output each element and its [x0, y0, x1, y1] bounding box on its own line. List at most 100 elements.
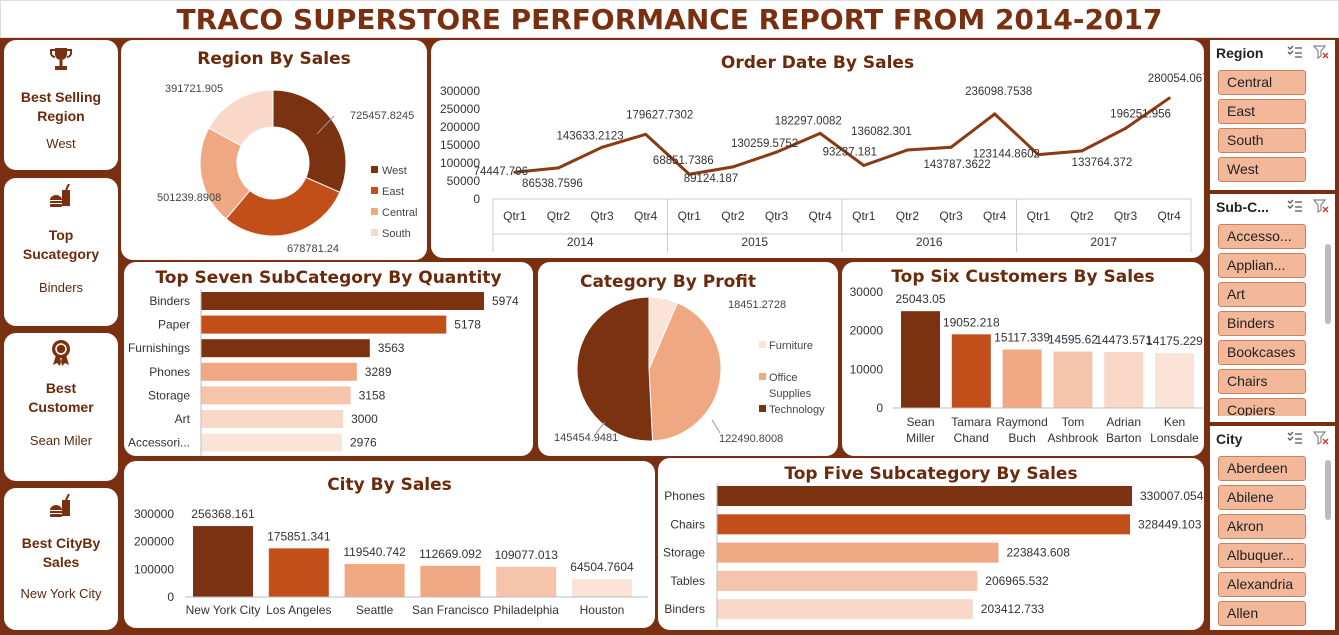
slicer-item[interactable]: Akron [1218, 514, 1306, 539]
data-label: 123144.8602 [973, 149, 1040, 161]
x-tick-label: Qtr2 [1070, 209, 1094, 223]
x-tick-label: Seattle [356, 603, 394, 617]
slicer-item[interactable]: Art [1218, 282, 1306, 307]
bar [1002, 349, 1042, 408]
fast-food-icon [50, 494, 70, 517]
x-tick-label: Qtr1 [678, 209, 702, 223]
data-point [818, 131, 822, 135]
y-tick-label: 150000 [440, 138, 480, 152]
bar [201, 315, 447, 334]
y-tick-label: 200000 [134, 535, 174, 549]
x-tick-label: Miller [906, 431, 935, 445]
data-label: 25043.05 [895, 292, 945, 306]
slicer-item[interactable]: Accesso... [1218, 224, 1306, 249]
data-label: 145454.9481 [554, 432, 618, 444]
x-tick-label: Tamara [951, 415, 991, 429]
slicer-item[interactable]: Copiers [1218, 398, 1306, 416]
kpi-top-subcategory: Top Sucategory Binders [4, 178, 118, 326]
bar [717, 514, 1131, 535]
kpi-best-customer: Best Customer Sean Miler [4, 333, 118, 481]
bar [717, 542, 999, 563]
bar [201, 362, 357, 381]
x-tick-label: Qtr1 [852, 209, 876, 223]
x-tick-label: Qtr1 [503, 209, 527, 223]
clear-filter-icon[interactable] [1313, 431, 1329, 445]
slicer-item[interactable]: East [1218, 99, 1306, 124]
slicer-item[interactable]: Binders [1218, 311, 1306, 336]
category-profit-pie-chart: 18451.2728 122490.8008 145454.9481 Furnitur… [554, 296, 825, 445]
slicer-header: Sub-C... [1210, 194, 1335, 220]
multi-select-icon[interactable] [1287, 45, 1303, 59]
slicer-item[interactable]: Allen [1218, 601, 1306, 626]
bar [951, 334, 991, 408]
region-slicer: Region Central East South West [1210, 40, 1335, 190]
bar [344, 563, 405, 597]
x-tick-label: Qtr4 [634, 209, 658, 223]
slicer-scrollbar[interactable] [1325, 244, 1331, 324]
y-tick-label: 100000 [440, 156, 480, 170]
slicer-item[interactable]: West [1218, 157, 1306, 182]
category-label: Phones [149, 365, 190, 379]
data-label: 133764.372 [1072, 157, 1133, 169]
region-by-sales-panel: Region By Sales 725457.8245 678781.24 5012… [121, 40, 427, 260]
year-label: 2016 [916, 235, 943, 249]
subcategory-slicer: Sub-C... Accesso... Applian... Art Binders B… [1210, 194, 1335, 422]
kpi-label: Top Sucategory [22, 227, 100, 262]
clear-filter-icon[interactable] [1313, 199, 1329, 213]
year-label: 2017 [1090, 235, 1117, 249]
kpi-value: New York City [20, 586, 102, 601]
y-tick-label: 30000 [850, 285, 884, 299]
kpi-best-city: Best CityBy Sales New York City [4, 488, 118, 630]
bar [901, 311, 940, 408]
data-point [556, 166, 560, 170]
donut-slice [272, 89, 347, 193]
top-customers-bar-chart: 30000 20000 10000 0 25043.05 Sean Miller 19052.… [850, 285, 1204, 445]
slicer-item[interactable]: Applian... [1218, 253, 1306, 278]
x-tick-label: Qtr3 [765, 209, 789, 223]
data-label: 14595.62 [1048, 333, 1098, 347]
kpi-best-selling-region: Best Selling Region West [4, 40, 118, 170]
category-label: Storage [663, 546, 705, 560]
data-point [1080, 149, 1084, 153]
slicer-item[interactable]: South [1218, 128, 1306, 153]
slicer-item[interactable]: Alexandria [1218, 572, 1306, 597]
x-tick-label: Qtr4 [809, 209, 833, 223]
data-label: 143633.2123 [556, 130, 623, 142]
kpi-label: Best CityBy Sales [21, 535, 101, 570]
data-label: 206965.532 [985, 574, 1049, 588]
legend-swatch [371, 166, 378, 173]
slicer-item[interactable]: Albuquer... [1218, 543, 1306, 568]
subcategory-quantity-panel: Top Seven SubCategory By Quantity Binder… [124, 262, 533, 456]
category-profit-panel: Category By Profit 18451.2728 122490.8008… [538, 262, 838, 456]
legend-label: Technology [769, 404, 825, 416]
multi-select-icon[interactable] [1287, 431, 1303, 445]
slicer-item[interactable]: Chairs [1218, 369, 1306, 394]
data-point [949, 145, 953, 149]
slicer-item[interactable]: Aberdeen [1218, 456, 1306, 481]
data-point [1124, 126, 1128, 130]
slicer-item[interactable]: Central [1218, 70, 1306, 95]
clear-filter-icon[interactable] [1313, 45, 1329, 59]
slicer-item[interactable]: Abilene [1218, 485, 1306, 510]
y-tick-label: 100000 [134, 562, 174, 576]
multi-select-icon[interactable] [1287, 199, 1303, 213]
slicer-scrollbar[interactable] [1325, 460, 1331, 520]
data-label: 179627.7302 [626, 109, 693, 121]
data-label: 196251.956 [1110, 108, 1171, 120]
category-label: Storage [148, 388, 190, 402]
x-tick-label: Raymond [996, 415, 1047, 429]
slicer-item[interactable]: Bookcases [1218, 340, 1306, 365]
kpi-value: Binders [38, 280, 84, 295]
award-ribbon-icon [52, 340, 70, 366]
data-label: 725457.8245 [350, 110, 414, 122]
x-tick-label: Qtr4 [1158, 209, 1182, 223]
legend-label: Central [382, 207, 417, 219]
x-tick-label: Qtr3 [939, 209, 963, 223]
category-label: Paper [158, 318, 190, 332]
x-tick-label: Qtr1 [1027, 209, 1051, 223]
bar [193, 526, 253, 597]
city-by-sales-panel: City By Sales 300000 200000 100000 0 256368.… [124, 461, 655, 628]
bar [268, 548, 329, 597]
legend-swatch [759, 405, 766, 412]
legend-label: Office [769, 372, 798, 384]
